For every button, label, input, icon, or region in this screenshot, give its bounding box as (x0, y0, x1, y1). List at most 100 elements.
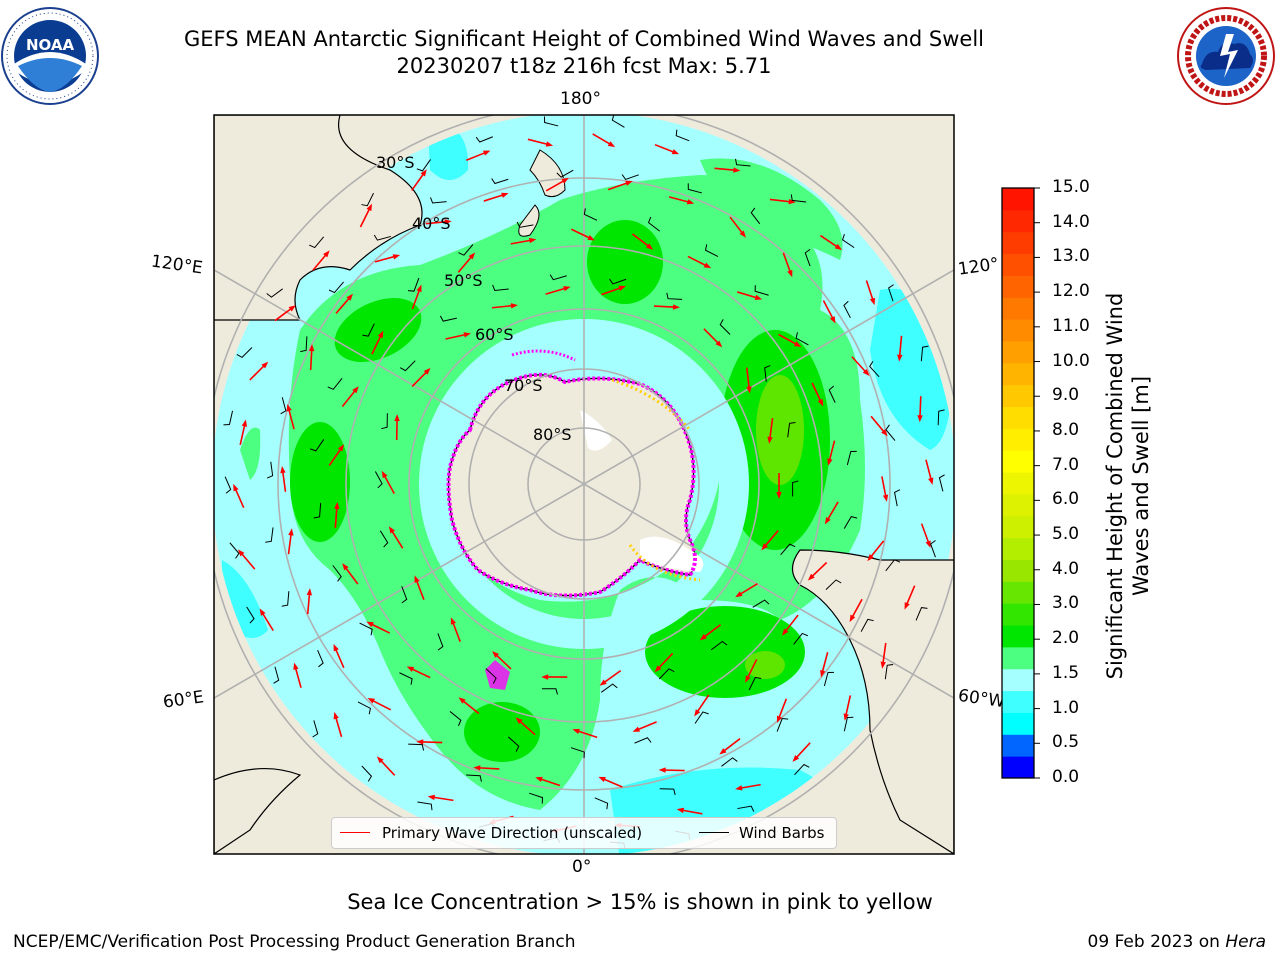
wave-arrow (379, 758, 396, 776)
wave-arrow-head (420, 169, 427, 177)
wave-arrow-head (699, 634, 707, 641)
noaa-wordmark: NOAA (26, 36, 75, 54)
wave-arrow (527, 138, 550, 146)
wave-arrow (763, 530, 779, 548)
wave-arrow (653, 305, 677, 309)
wind-barb (846, 450, 857, 466)
wind-barb (780, 543, 796, 556)
wind-barb (416, 159, 431, 172)
wave-arrow (431, 796, 454, 802)
wave-arrow (234, 487, 245, 509)
wind-barb (556, 169, 574, 178)
wind-barb (449, 711, 462, 726)
wind-barb (543, 116, 559, 127)
wave-arrow-head (880, 661, 886, 669)
wave-arrow (510, 239, 533, 245)
wave-arrow (898, 335, 903, 358)
wave-arrow-head (388, 526, 395, 534)
wind-barb (327, 378, 343, 390)
wave-arrow-head (535, 776, 543, 783)
wave-arrow-head (333, 643, 339, 652)
wave-arrow (881, 642, 887, 665)
wave-arrow (865, 280, 875, 302)
wind-barb (516, 221, 534, 228)
wave-arrow-head (406, 666, 415, 672)
wave-arrow (870, 415, 886, 434)
wave-arrow (826, 501, 839, 522)
wind-barb (529, 792, 544, 804)
wave-arrow-head (849, 614, 856, 623)
wave-arrow-head (917, 415, 923, 423)
wave-arrow-head (376, 756, 384, 764)
wind-barb (937, 409, 945, 426)
wave-arrow-head (233, 483, 239, 492)
run-date: 09 Feb 2023 on (1087, 932, 1226, 952)
wave-arrow-head (444, 219, 452, 225)
wave-arrow (822, 300, 835, 321)
wind-barb (492, 284, 509, 292)
wind-barb (828, 385, 836, 403)
wave-arrow-head (754, 294, 763, 300)
colorbar-tick-label: 0.5 (1052, 732, 1080, 753)
wind-barb (281, 591, 290, 607)
wind-barb (647, 216, 661, 232)
wave-arrow-head (645, 243, 654, 250)
wind-barb (634, 737, 652, 744)
wave-arrow (607, 181, 630, 191)
wave-arrow-head (925, 540, 931, 549)
wind-barb (229, 542, 240, 559)
wave-arrow-head (761, 543, 768, 551)
colorbar-segment (1002, 625, 1034, 648)
wave-arrow (281, 469, 287, 492)
wind-barb (594, 797, 609, 810)
wave-arrow-head (392, 254, 401, 260)
wind-barb (458, 244, 474, 256)
wind-barb (795, 332, 809, 346)
wave-arrow-head (561, 177, 569, 184)
wind-barb-legend-icon (699, 832, 729, 833)
wind-barb-legend-label: Wind Barbs (739, 824, 825, 842)
wave-arrow-head (658, 767, 666, 773)
wave-arrow (794, 742, 811, 760)
wind-barb (735, 158, 751, 167)
wind-barb (373, 234, 391, 241)
wave-arrow-head (334, 501, 340, 510)
wave-arrow-head (746, 386, 752, 394)
wave-arrow-head (288, 528, 294, 536)
wind-barb (401, 586, 408, 604)
wave-arrow-head (671, 149, 680, 155)
wave-arrow-head (735, 591, 743, 598)
wind-barb (273, 666, 280, 684)
new-zealand (518, 149, 566, 237)
colorbar-tick-label: 13.0 (1052, 246, 1090, 267)
map-frame (213, 114, 955, 855)
colorbar-tick-label: 3.0 (1052, 593, 1080, 614)
wave-arrow (334, 505, 338, 528)
colorbar-tick-label: 4.0 (1052, 558, 1080, 579)
colorbar-tick-label: 10.0 (1052, 350, 1090, 371)
wave-arrow-head (654, 665, 662, 673)
wind-barb (752, 599, 770, 608)
wind-barb (507, 736, 520, 752)
wave-arrow-head (862, 369, 870, 376)
wave-arrow (390, 529, 404, 549)
wave-arrow (783, 614, 799, 633)
wave-arrow-head (787, 269, 793, 278)
wind-barb (280, 397, 287, 415)
colorbar-tick-label: 14.0 (1052, 211, 1090, 232)
colorbar-segment (1002, 712, 1034, 735)
wave-arrow-head (337, 444, 345, 452)
wave-arrow-head (468, 252, 476, 260)
wind-barb (417, 801, 433, 811)
colorbar-tick-label: 0.0 (1052, 767, 1080, 787)
wind-barb (408, 743, 425, 751)
wave-arrow-head (827, 458, 833, 466)
wave-arrow-head (286, 404, 292, 412)
wind-barb (236, 347, 253, 359)
wind-barb (361, 192, 374, 207)
colorbar-segment (1002, 734, 1034, 757)
wave-arrow (457, 254, 474, 273)
wave-arrow (411, 370, 429, 387)
wind-barb (361, 765, 373, 782)
wind-barb (843, 300, 851, 319)
